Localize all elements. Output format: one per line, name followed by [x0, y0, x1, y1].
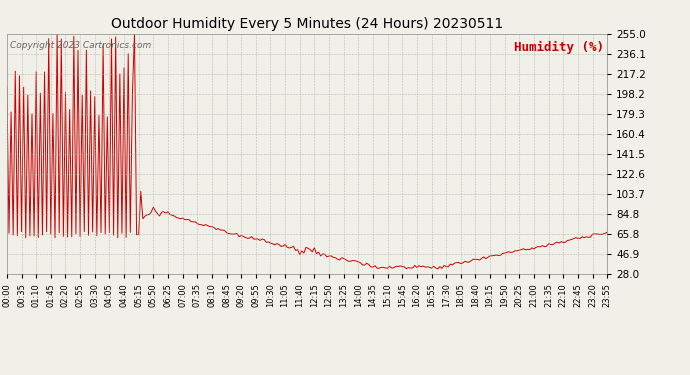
Text: Copyright 2023 Cartronics.com: Copyright 2023 Cartronics.com — [10, 41, 151, 50]
Text: Humidity (%): Humidity (%) — [514, 41, 604, 54]
Title: Outdoor Humidity Every 5 Minutes (24 Hours) 20230511: Outdoor Humidity Every 5 Minutes (24 Hou… — [111, 17, 503, 31]
